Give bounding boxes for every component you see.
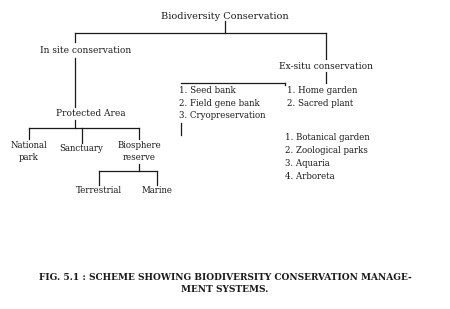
Text: Terrestrial: Terrestrial bbox=[76, 186, 122, 195]
Text: Biosphere
reserve: Biosphere reserve bbox=[117, 141, 161, 162]
Text: Biodiversity Conservation: Biodiversity Conservation bbox=[161, 12, 289, 21]
Text: In site conservation: In site conservation bbox=[40, 45, 131, 54]
Text: 1. Seed bank
2. Field gene bank
3. Cryopreservation: 1. Seed bank 2. Field gene bank 3. Cryop… bbox=[179, 86, 265, 120]
Text: Protected Area: Protected Area bbox=[56, 109, 125, 118]
Text: 1. Home garden
2. Sacred plant: 1. Home garden 2. Sacred plant bbox=[287, 86, 357, 108]
Text: Marine: Marine bbox=[141, 186, 172, 195]
Text: FIG. 5.1 : SCHEME SHOWING BIODIVERSITY CONSERVATION MANAGE-
MENT SYSTEMS.: FIG. 5.1 : SCHEME SHOWING BIODIVERSITY C… bbox=[39, 273, 411, 294]
Text: 1. Botanical garden
2. Zoological parks
3. Aquaria
4. Arboreta: 1. Botanical garden 2. Zoological parks … bbox=[284, 133, 369, 181]
Text: National
park: National park bbox=[10, 141, 47, 162]
Text: Ex-situ conservation: Ex-situ conservation bbox=[279, 62, 374, 71]
Text: Sanctuary: Sanctuary bbox=[60, 144, 104, 153]
